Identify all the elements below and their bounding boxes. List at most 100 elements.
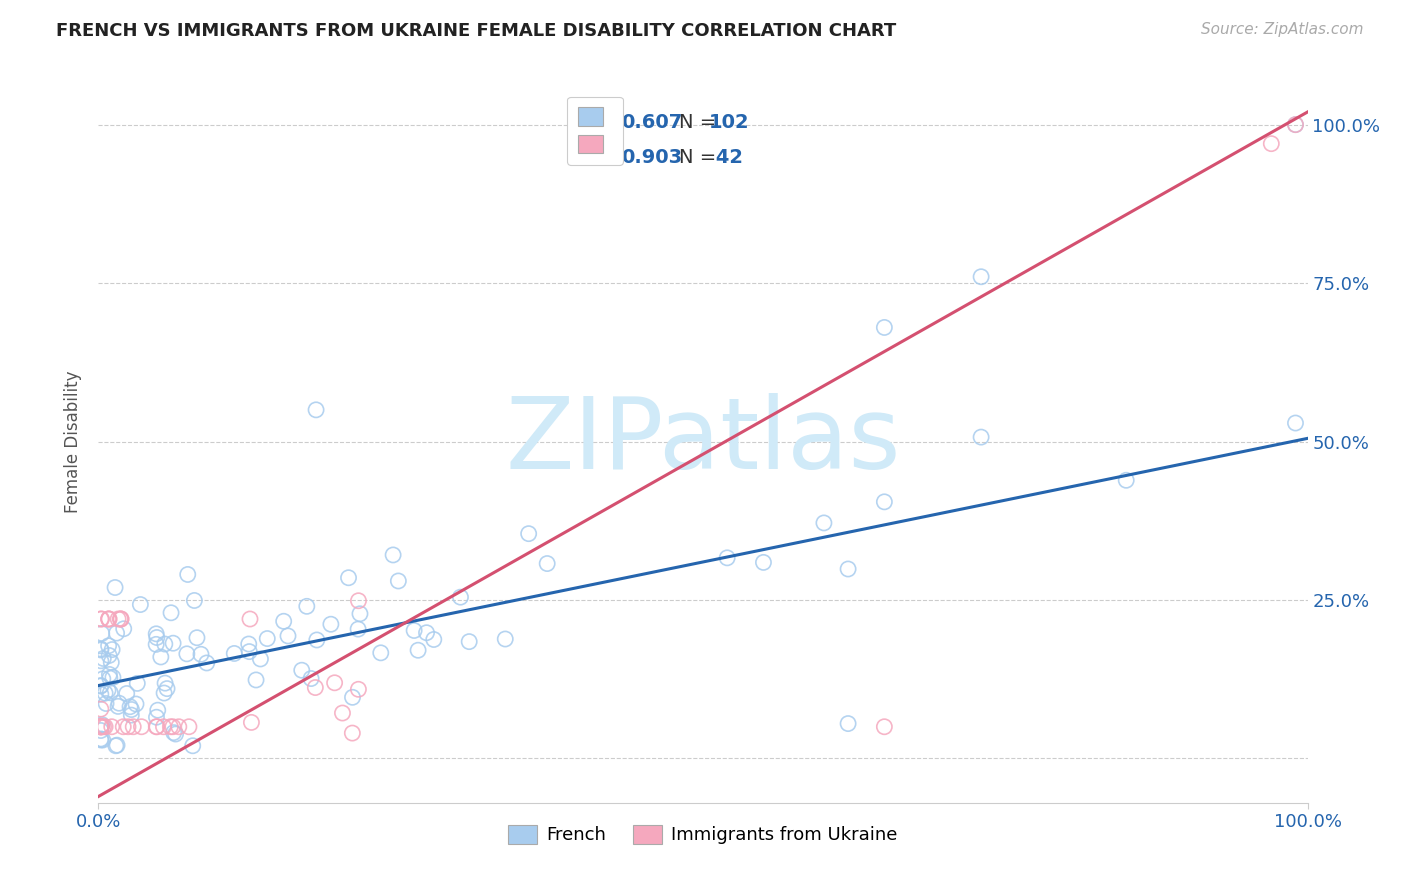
Point (153, 676, 176, 690)
Point (153, 686, 176, 700)
Point (91, 651, 114, 665)
Point (90, 626, 112, 640)
Point (970, 269, 993, 284)
Point (118, 699, 141, 714)
Point (347, 682, 370, 697)
Point (90, 720, 112, 734)
Point (90, 702, 112, 716)
Point (98, 648, 121, 663)
Text: N =: N = (679, 148, 723, 167)
Point (108, 696, 131, 710)
Point (94, 686, 117, 700)
Text: ZIPatlas: ZIPatlas (505, 393, 901, 490)
Point (110, 612, 132, 626)
Point (970, 430, 993, 444)
Point (404, 624, 426, 638)
Point (167, 720, 190, 734)
Point (239, 612, 262, 626)
Point (145, 720, 167, 734)
Point (277, 629, 299, 643)
Point (100, 720, 122, 734)
Point (110, 612, 132, 626)
Point (337, 571, 360, 585)
Point (813, 516, 835, 530)
Point (752, 556, 775, 570)
Point (115, 686, 138, 700)
Point (382, 548, 405, 562)
Text: 0.607: 0.607 (621, 112, 682, 132)
Point (332, 706, 354, 720)
Point (98, 667, 121, 681)
Point (295, 599, 318, 614)
Point (536, 557, 558, 571)
Point (125, 697, 148, 711)
Point (517, 526, 540, 541)
Point (145, 637, 167, 651)
Point (146, 631, 169, 645)
Point (323, 675, 346, 690)
Point (304, 681, 326, 695)
Point (90, 717, 112, 731)
Point (1284, 416, 1306, 430)
Point (97, 683, 120, 698)
Point (190, 648, 212, 662)
Point (104, 739, 127, 753)
Point (117, 720, 139, 734)
Point (240, 715, 263, 730)
Point (97, 612, 120, 626)
Point (305, 402, 328, 417)
Point (127, 676, 149, 690)
Text: 0.903: 0.903 (621, 148, 682, 167)
Point (120, 702, 142, 716)
Point (458, 634, 481, 648)
Point (100, 656, 122, 670)
Point (107, 699, 129, 714)
Point (90, 720, 112, 734)
Point (90, 612, 112, 626)
Point (837, 716, 859, 731)
Point (90, 643, 112, 657)
Point (101, 642, 124, 657)
Point (347, 593, 370, 607)
Point (149, 649, 172, 664)
Point (90, 679, 112, 693)
Point (90, 723, 112, 738)
Point (101, 670, 124, 684)
Text: 42: 42 (709, 148, 742, 167)
Text: R =: R = (588, 112, 631, 132)
Point (90, 720, 112, 734)
Point (120, 708, 142, 723)
Point (160, 606, 183, 620)
Point (837, 562, 859, 576)
Point (273, 614, 295, 628)
Point (122, 720, 145, 734)
Point (342, 726, 364, 740)
Point (90, 720, 112, 734)
Point (165, 727, 187, 741)
Point (256, 632, 278, 646)
Point (406, 643, 429, 657)
Point (98, 612, 121, 626)
Point (163, 725, 186, 739)
Point (224, 647, 246, 661)
Point (90, 731, 112, 746)
Point (873, 320, 896, 334)
Point (1115, 473, 1137, 487)
Point (291, 663, 314, 677)
Point (104, 581, 127, 595)
Point (162, 636, 184, 650)
Point (112, 622, 135, 636)
Point (145, 627, 167, 641)
Point (105, 738, 128, 752)
Point (145, 710, 167, 724)
Point (177, 720, 200, 734)
Point (90, 654, 112, 668)
Point (93, 720, 115, 734)
Legend: French, Immigrants from Ukraine: French, Immigrants from Ukraine (501, 818, 905, 852)
Point (162, 720, 184, 734)
Point (153, 637, 176, 651)
Point (98, 686, 121, 700)
Point (90, 679, 112, 693)
Point (319, 617, 342, 632)
Point (342, 690, 364, 705)
